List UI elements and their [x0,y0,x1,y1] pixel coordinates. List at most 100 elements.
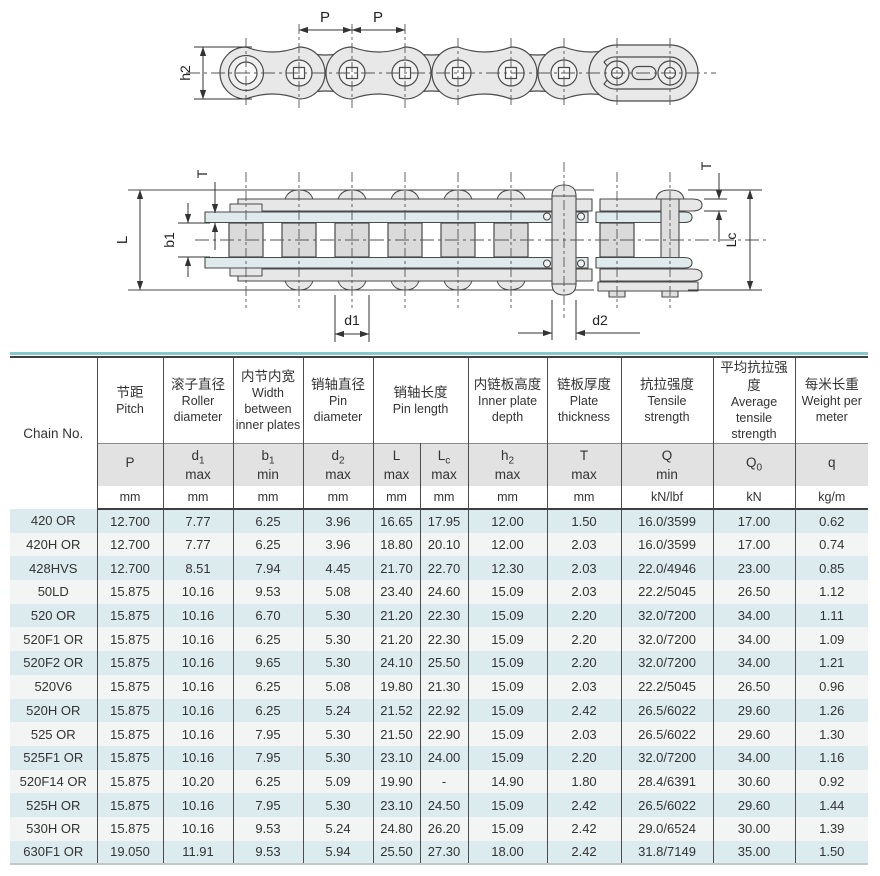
value-cell: 5.30 [302,745,374,770]
dim-lc [688,189,762,291]
value-cell: 6.25 [232,532,304,557]
table-row: 420H OR 12.700 7.77 6.25 3.96 18.80 20.10 12.00… [10,532,869,557]
chain-no-cell: 525F1 OR [10,745,98,770]
value-cell: 5.94 [302,840,374,865]
value-cell: 6.25 [232,698,304,723]
symbol-header-cell: Q0 [712,443,796,486]
value-cell: 10.16 [162,745,234,770]
value-cell: 15.09 [467,603,548,628]
value-cell: 32.0/7200 [620,603,714,628]
unit-header-cell: mm [162,486,234,510]
col-header-pin-length: 销轴长度 Pin length [372,357,469,444]
dim-h2 [194,46,252,100]
value-cell: 15.875 [96,769,164,794]
unit-header-cell: mm [546,486,622,510]
value-cell: 2.03 [546,580,622,604]
chain-no-cell: 520F2 OR [10,651,98,675]
chain-no-cell: 420 OR [10,509,98,533]
chain-no-cell: 420H OR [10,532,98,557]
pitch-label-1: P [320,9,330,26]
value-cell: 16.0/3599 [620,509,714,533]
value-cell: 6.70 [232,603,304,628]
l-label: L [114,236,131,244]
value-cell: 7.77 [162,509,234,533]
value-cell: 15.875 [96,603,164,628]
value-cell: 15.875 [96,745,164,770]
value-cell: 0.96 [794,674,869,699]
value-cell: 24.10 [372,651,421,675]
value-cell: 11.91 [162,840,234,865]
col-header-plate-thickness: 链板厚度 Plate thickness [546,357,622,444]
value-cell: 10.16 [162,722,234,746]
chain-diagram-svg: P P h2 [114,9,770,342]
side-view-diagram: P P h2 [177,9,716,108]
value-cell: 30.00 [712,816,796,841]
value-cell: 21.70 [372,556,421,581]
value-cell: 16.65 [372,509,421,533]
value-cell: 6.25 [232,627,304,652]
table-row: 630F1 OR 19.050 11.91 9.53 5.94 25.50 27.30 18.… [10,840,869,865]
value-cell: 22.2/5045 [620,580,714,604]
unit-header-cell: mm [467,486,548,510]
value-cell: 15.875 [96,698,164,723]
value-cell: 5.30 [302,793,374,817]
chain-no-cell: 525H OR [10,793,98,817]
value-cell: - [419,769,469,794]
chain-no-cell: 50LD [10,580,98,604]
value-cell: 21.20 [372,627,421,652]
value-cell: 23.10 [372,745,421,770]
value-cell: 29.60 [712,698,796,723]
plan-view-diagram: L b1 T d1 d2 [114,161,770,342]
chain-no-cell: 520V6 [10,674,98,699]
pitch-label-2: P [373,9,383,26]
value-cell: 17.95 [419,509,469,533]
dim-t-right [704,173,727,242]
value-cell: 10.16 [162,580,234,604]
value-cell: 22.70 [419,556,469,581]
table-top-accent-rule [10,352,868,355]
col-header-tensile-strength: 抗拉强度 Tensile strength [620,357,714,444]
value-cell: 15.875 [96,674,164,699]
value-cell: 3.96 [302,532,374,557]
value-cell: 19.050 [96,840,164,865]
value-cell: 1.80 [546,769,622,794]
value-cell: 1.11 [794,603,869,628]
unit-header-cell: mm [302,486,374,510]
value-cell: 1.12 [794,580,869,604]
value-cell: 25.50 [419,651,469,675]
value-cell: 5.30 [302,651,374,675]
value-cell: 0.74 [794,532,869,557]
value-cell: 34.00 [712,745,796,770]
value-cell: 26.50 [712,674,796,699]
chain-no-cell: 520F14 OR [10,769,98,794]
value-cell: 5.30 [302,603,374,628]
value-cell: 10.16 [162,793,234,817]
unit-header-cell: kN/lbf [620,486,714,510]
value-cell: 12.00 [467,509,548,533]
value-cell: 22.0/4946 [620,556,714,581]
right-end-link [595,189,703,298]
unit-header-cell: mm [419,486,469,510]
value-cell: 1.09 [794,627,869,652]
value-cell: 15.09 [467,816,548,841]
value-cell: 21.20 [372,603,421,628]
value-cell: 15.09 [467,722,548,746]
chain-pins [227,54,683,92]
value-cell: 1.30 [794,722,869,746]
value-cell: 32.0/7200 [620,627,714,652]
value-cell: 26.5/6022 [620,698,714,723]
value-cell: 18.00 [467,840,548,865]
value-cell: 8.51 [162,556,234,581]
table-row: 50LD 15.875 10.16 9.53 5.08 23.40 24.60 15.09 2.… [10,580,869,604]
table-row: 420 OR 12.700 7.77 6.25 3.96 16.65 17.95 12.00 1… [10,509,869,533]
spec-table-body: 420 OR 12.700 7.77 6.25 3.96 16.65 17.95 12.00 1… [10,509,869,865]
chain-no-cell: 525 OR [10,722,98,746]
value-cell: 5.08 [302,674,374,699]
unit-header-cell: kN [712,486,796,510]
t-left-label: T [194,169,210,178]
value-cell: 9.53 [232,840,304,865]
value-cell: 26.50 [712,580,796,604]
